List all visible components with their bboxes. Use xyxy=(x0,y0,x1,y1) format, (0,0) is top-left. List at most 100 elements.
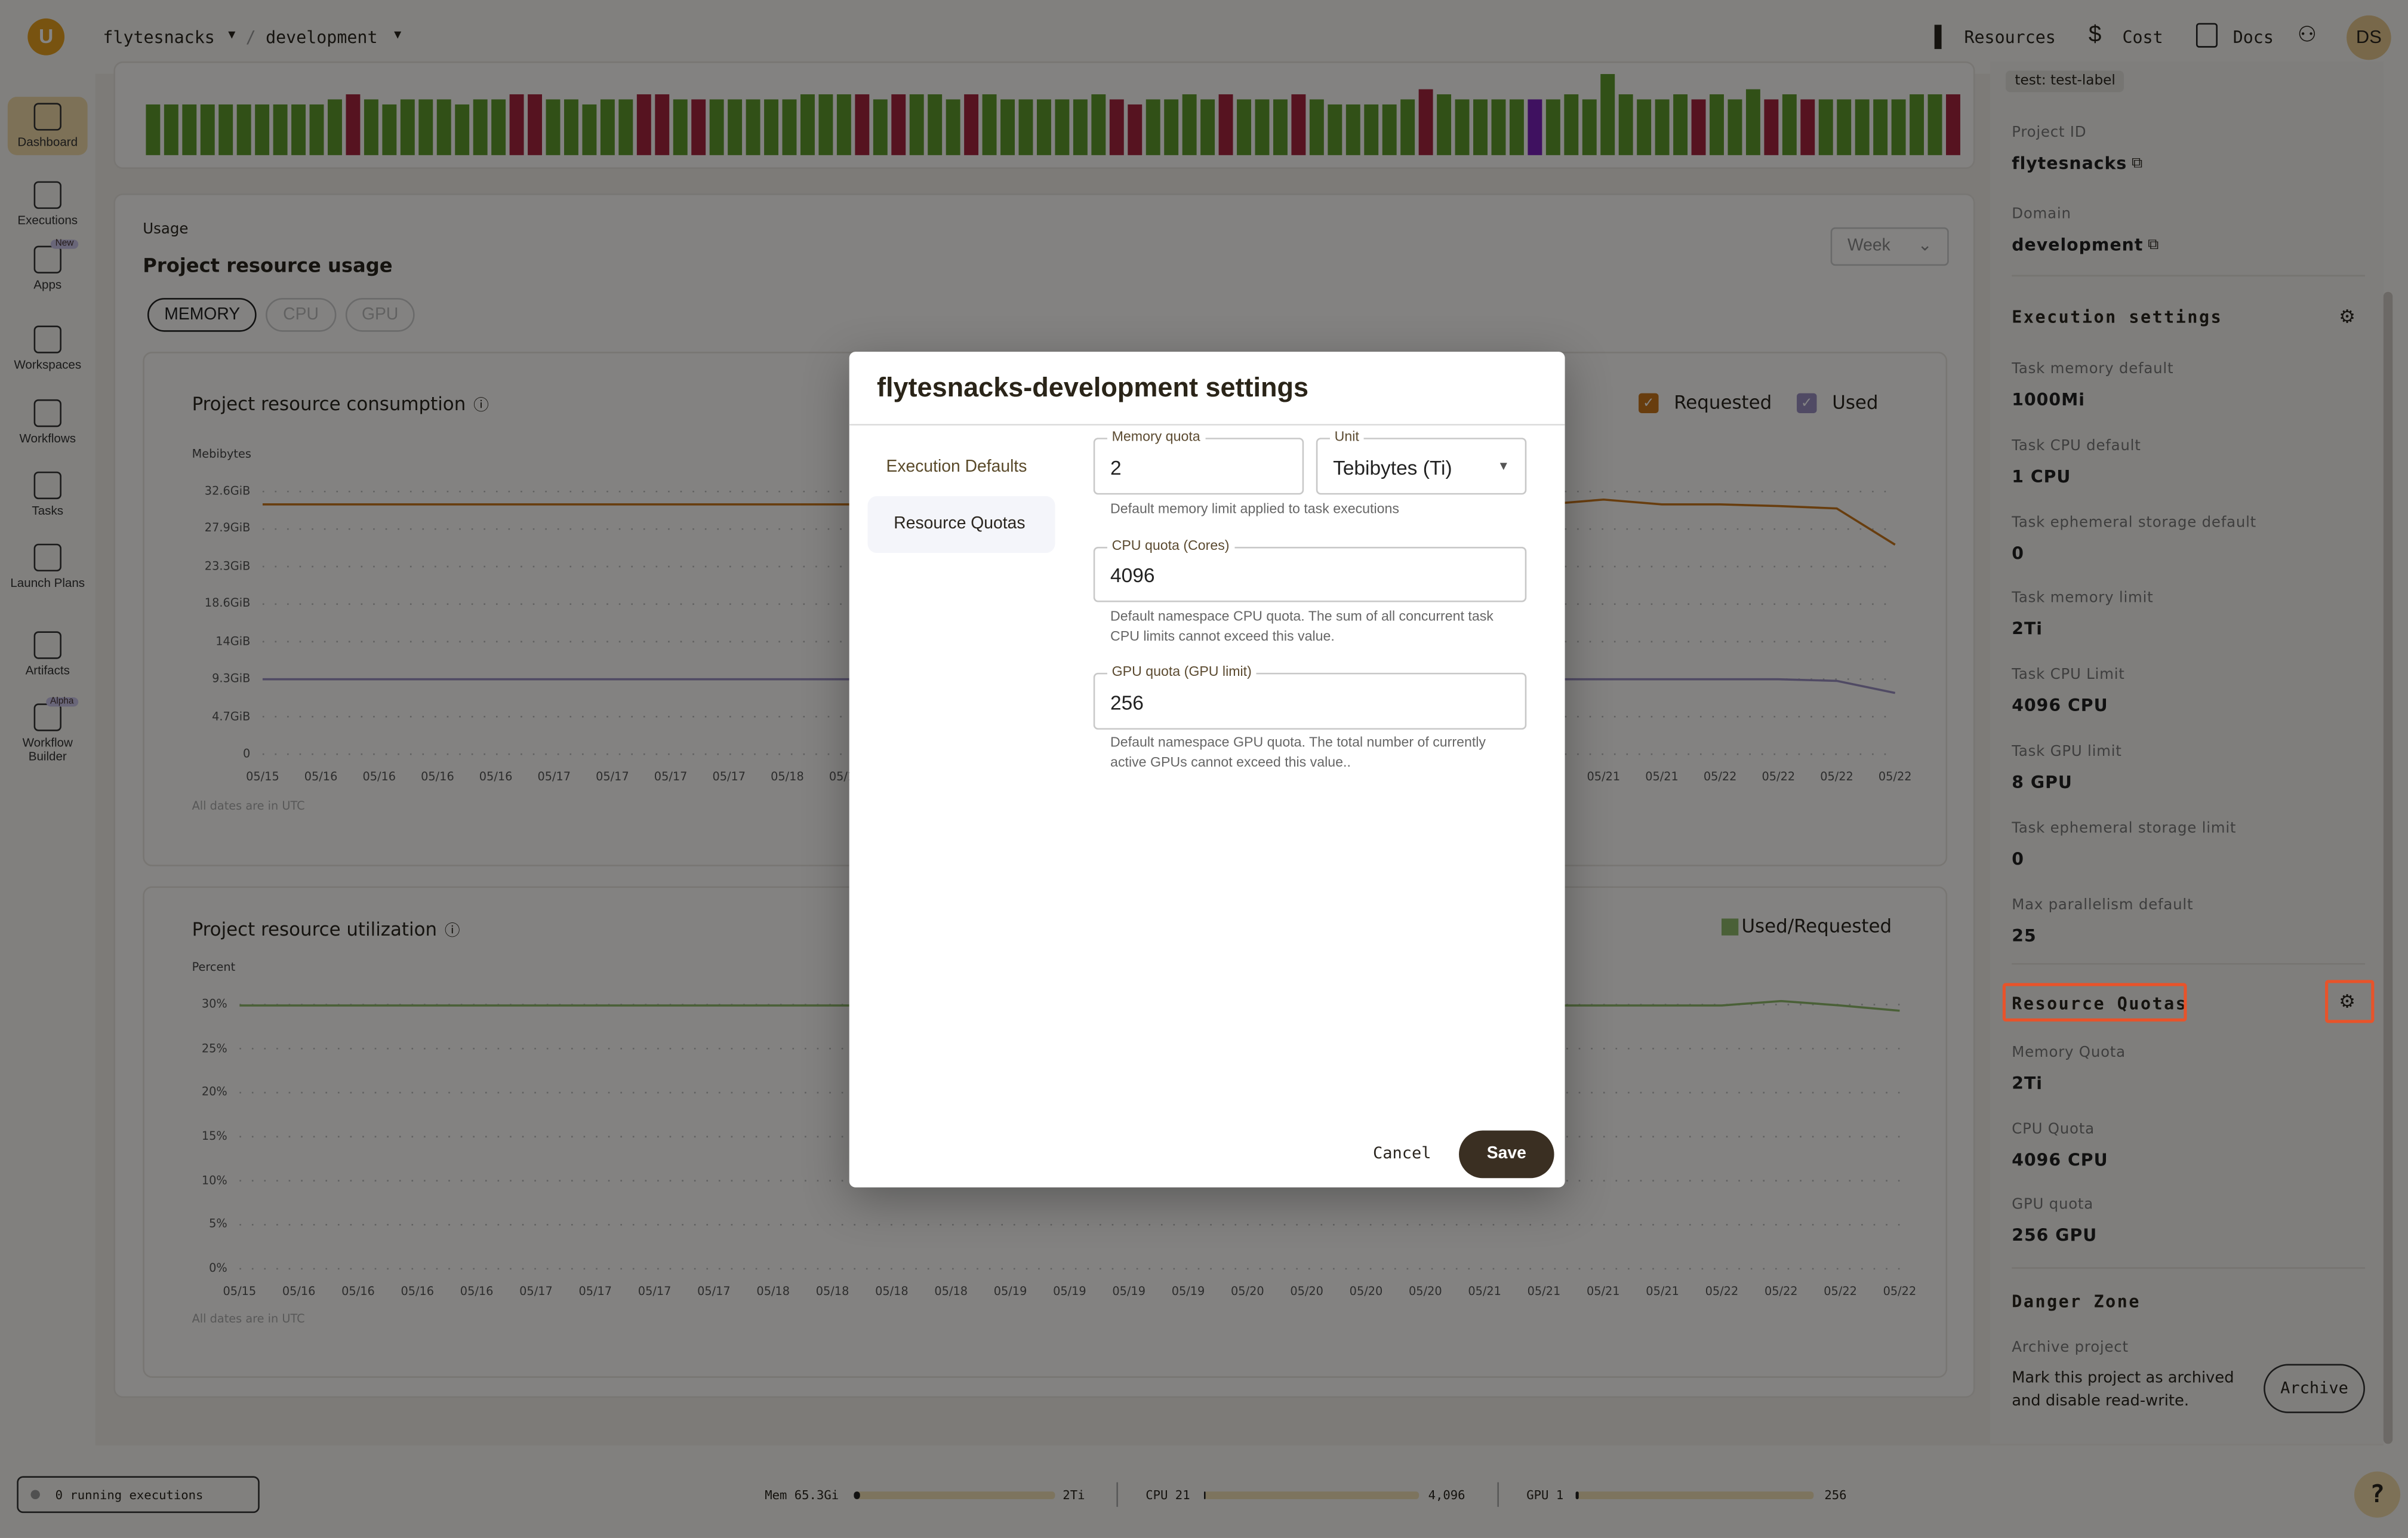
running-executions-button[interactable]: 0 running executions xyxy=(17,1476,260,1514)
execution-bar[interactable] xyxy=(600,99,615,155)
execution-bar[interactable] xyxy=(1745,89,1760,155)
sidebar-item-tasks[interactable]: Tasks xyxy=(8,471,88,518)
execution-bar[interactable] xyxy=(964,94,979,155)
execution-bar[interactable] xyxy=(1855,99,1870,155)
execution-bar[interactable] xyxy=(528,94,543,155)
execution-bar[interactable] xyxy=(1000,99,1015,155)
execution-bar[interactable] xyxy=(1946,94,1960,155)
execution-bar[interactable] xyxy=(782,99,797,155)
gear-icon[interactable]: ⚙ xyxy=(2339,305,2355,327)
tab-cpu[interactable]: CPU xyxy=(266,298,336,332)
execution-bar[interactable] xyxy=(1782,94,1797,155)
execution-bar[interactable] xyxy=(1564,94,1579,155)
execution-bar[interactable] xyxy=(1818,99,1833,155)
execution-bar[interactable] xyxy=(946,99,960,155)
execution-bar[interactable] xyxy=(1418,89,1433,155)
execution-bar[interactable] xyxy=(473,99,488,155)
execution-bar[interactable] xyxy=(1328,104,1342,155)
domain-selector[interactable]: development xyxy=(266,27,378,48)
execution-bar[interactable] xyxy=(1891,99,1906,155)
execution-bar[interactable] xyxy=(1200,99,1215,155)
cpu-quota-input[interactable]: CPU quota (Cores) 4096 xyxy=(1093,537,1527,602)
execution-bar[interactable] xyxy=(1582,99,1597,155)
range-select[interactable]: Week ⌄ xyxy=(1830,227,1949,266)
execution-bar[interactable] xyxy=(1309,99,1324,155)
sidebar-item-workspaces[interactable]: Workspaces xyxy=(8,325,88,372)
execution-bar[interactable] xyxy=(255,104,270,155)
execution-bar[interactable] xyxy=(1437,94,1452,155)
execution-bar[interactable] xyxy=(1164,99,1179,155)
execution-bar[interactable] xyxy=(1545,99,1560,155)
docs-link[interactable]: Docs xyxy=(2233,27,2274,48)
execution-bar[interactable] xyxy=(1673,94,1688,155)
sidebar-item-executions[interactable]: Executions xyxy=(8,181,88,227)
execution-bar[interactable] xyxy=(746,99,760,155)
execution-bar[interactable] xyxy=(1600,74,1615,155)
execution-bar[interactable] xyxy=(546,99,561,155)
execution-bar[interactable] xyxy=(1237,99,1251,155)
execution-bar[interactable] xyxy=(1618,94,1633,155)
execution-bar[interactable] xyxy=(182,104,197,155)
execution-bar[interactable] xyxy=(218,104,233,155)
execution-bar[interactable] xyxy=(1837,99,1852,155)
tab-gpu[interactable]: GPU xyxy=(344,298,415,332)
execution-bar[interactable] xyxy=(346,94,361,155)
requested-checkbox[interactable]: ✓ xyxy=(1639,393,1659,414)
execution-bar[interactable] xyxy=(1528,99,1542,155)
execution-bar[interactable] xyxy=(1345,104,1360,155)
execution-bar[interactable] xyxy=(1873,99,1888,155)
sidebar-item-workflow-builder[interactable]: Workflow Builder Alpha xyxy=(8,697,88,764)
memory-quota-input[interactable]: Memory quota 2 xyxy=(1093,428,1304,495)
execution-bar[interactable] xyxy=(382,104,397,155)
project-selector[interactable]: flytesnacks xyxy=(103,27,215,48)
execution-bar[interactable] xyxy=(1710,94,1724,155)
chevron-down-icon[interactable]: ▼ xyxy=(226,27,238,42)
execution-bar[interactable] xyxy=(1182,94,1197,155)
execution-bar[interactable] xyxy=(164,104,178,155)
execution-bar[interactable] xyxy=(364,99,378,155)
execution-bar[interactable] xyxy=(909,94,924,155)
execution-bar[interactable] xyxy=(200,104,215,155)
execution-bar[interactable] xyxy=(400,99,415,155)
execution-bar[interactable] xyxy=(1910,94,1924,155)
used-checkbox[interactable]: ✓ xyxy=(1797,393,1817,414)
copy-icon[interactable]: ⧉ xyxy=(2131,155,2143,173)
help-button[interactable]: ? xyxy=(2354,1471,2401,1518)
execution-bar[interactable] xyxy=(236,104,251,155)
copy-icon[interactable]: ⧉ xyxy=(2148,236,2159,254)
execution-bar[interactable] xyxy=(509,94,524,155)
execution-bar[interactable] xyxy=(1073,99,1088,155)
execution-bar[interactable] xyxy=(328,99,342,155)
execution-bar[interactable] xyxy=(309,104,324,155)
sidebar-item-workflows[interactable]: Workflows xyxy=(8,399,88,445)
execution-bar[interactable] xyxy=(1273,99,1288,155)
nav-resource-quotas[interactable]: Resource Quotas xyxy=(867,496,1055,553)
avatar[interactable]: DS xyxy=(2347,15,2391,60)
execution-bar[interactable] xyxy=(1509,99,1524,155)
execution-bar[interactable] xyxy=(1146,99,1160,155)
execution-bar[interactable] xyxy=(1800,99,1815,155)
execution-bar[interactable] xyxy=(1764,99,1779,155)
execution-bar[interactable] xyxy=(1691,99,1706,155)
sidebar-item-artifacts[interactable]: Artifacts xyxy=(8,631,88,678)
execution-bar[interactable] xyxy=(564,99,578,155)
execution-bar[interactable] xyxy=(1655,99,1670,155)
execution-bar[interactable] xyxy=(1036,99,1051,155)
execution-bar[interactable] xyxy=(582,104,597,155)
execution-bar[interactable] xyxy=(982,94,997,155)
execution-bar[interactable] xyxy=(273,104,288,155)
execution-bar[interactable] xyxy=(1364,104,1379,155)
scrollbar[interactable] xyxy=(2383,291,2393,1444)
execution-bar[interactable] xyxy=(1400,99,1415,155)
execution-bar[interactable] xyxy=(873,99,888,155)
execution-bar[interactable] xyxy=(436,99,451,155)
unit-select[interactable]: Unit Tebibytes (Ti) ▼ xyxy=(1316,428,1527,495)
execution-bar[interactable] xyxy=(836,94,851,155)
execution-bar[interactable] xyxy=(455,104,470,155)
sidebar-item-apps[interactable]: Apps New xyxy=(8,239,88,292)
save-button[interactable]: Save xyxy=(1459,1130,1554,1179)
execution-bar[interactable] xyxy=(636,94,651,155)
resources-link[interactable]: Resources xyxy=(1964,27,2056,48)
tab-memory[interactable]: MEMORY xyxy=(147,298,257,332)
execution-bar[interactable] xyxy=(1128,104,1143,155)
